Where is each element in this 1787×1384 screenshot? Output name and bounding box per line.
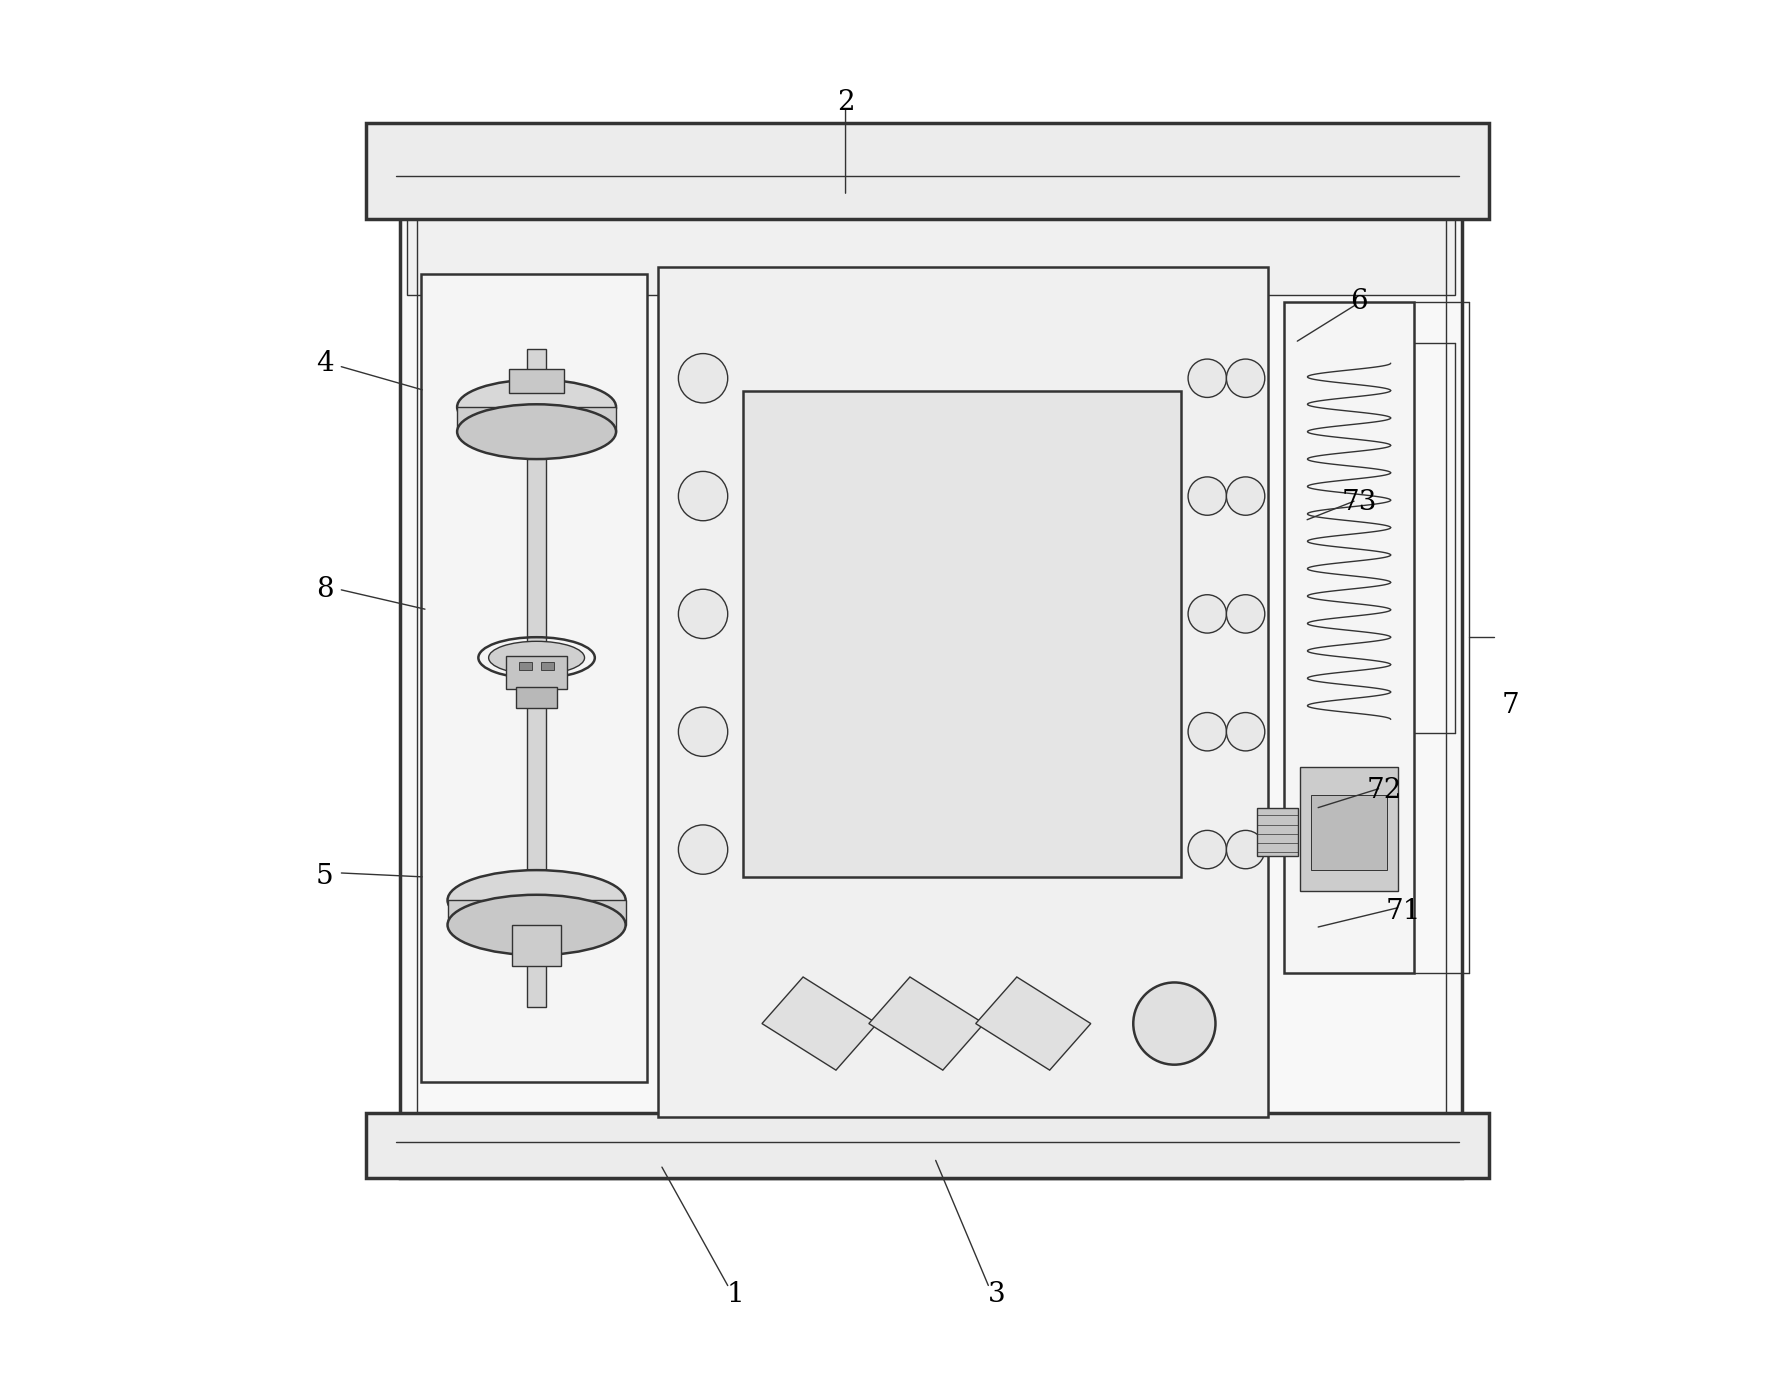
Circle shape	[1188, 713, 1226, 752]
Text: 6: 6	[1351, 288, 1369, 316]
Circle shape	[1188, 358, 1226, 397]
Bar	[400, 185, 1462, 1178]
Bar	[1301, 767, 1397, 891]
Circle shape	[679, 590, 727, 638]
Bar	[511, 925, 561, 966]
Circle shape	[679, 825, 727, 875]
Bar	[1256, 808, 1297, 857]
Bar	[1285, 302, 1414, 973]
Text: 7: 7	[1501, 692, 1519, 720]
Bar	[407, 219, 1455, 295]
Bar	[509, 368, 565, 393]
Circle shape	[1133, 983, 1215, 1064]
Circle shape	[1226, 830, 1265, 869]
Circle shape	[1188, 830, 1226, 869]
Text: 4: 4	[316, 350, 334, 376]
Text: 1: 1	[727, 1282, 745, 1308]
Bar	[420, 274, 647, 1082]
Bar	[527, 350, 547, 1008]
Polygon shape	[868, 977, 985, 1070]
Text: 72: 72	[1367, 778, 1401, 804]
Text: 2: 2	[836, 90, 854, 116]
Circle shape	[1188, 477, 1226, 515]
Text: 71: 71	[1385, 898, 1421, 925]
Ellipse shape	[457, 404, 617, 459]
Polygon shape	[761, 977, 877, 1070]
Bar	[743, 390, 1181, 877]
Text: 5: 5	[316, 864, 334, 890]
Text: 73: 73	[1342, 490, 1378, 516]
Ellipse shape	[447, 871, 625, 930]
Bar	[366, 1113, 1490, 1178]
Bar	[447, 900, 625, 925]
Bar	[658, 267, 1267, 1117]
Circle shape	[1226, 358, 1265, 397]
Bar	[366, 123, 1490, 219]
Circle shape	[1188, 595, 1226, 632]
Text: 8: 8	[316, 576, 334, 603]
Polygon shape	[976, 977, 1090, 1070]
Bar	[506, 656, 566, 689]
Bar	[518, 662, 533, 670]
Circle shape	[679, 472, 727, 520]
Ellipse shape	[447, 895, 625, 955]
Circle shape	[1226, 595, 1265, 632]
Circle shape	[1226, 713, 1265, 752]
Text: 3: 3	[988, 1282, 1004, 1308]
Circle shape	[679, 353, 727, 403]
Ellipse shape	[457, 379, 617, 435]
Ellipse shape	[488, 641, 584, 674]
Bar	[457, 407, 617, 432]
Bar	[541, 662, 554, 670]
Bar	[516, 686, 558, 709]
Circle shape	[1226, 477, 1265, 515]
Circle shape	[679, 707, 727, 757]
Bar	[1312, 794, 1387, 871]
